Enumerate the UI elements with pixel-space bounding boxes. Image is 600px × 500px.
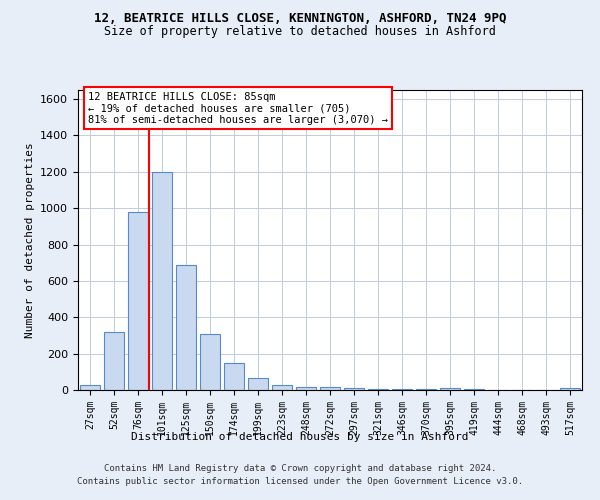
Bar (392, 389, 412, 390)
Bar (128, 212, 148, 390)
Y-axis label: Number of detached properties: Number of detached properties (25, 142, 35, 338)
Bar (320, 388, 340, 390)
Bar (440, 388, 460, 390)
Bar (224, 362, 244, 390)
Bar (560, 388, 580, 390)
Bar (368, 388, 388, 390)
Text: Contains HM Land Registry data © Crown copyright and database right 2024.: Contains HM Land Registry data © Crown c… (104, 464, 496, 473)
Text: Size of property relative to detached houses in Ashford: Size of property relative to detached ho… (104, 25, 496, 38)
Bar (296, 386, 316, 390)
Text: 12 BEATRICE HILLS CLOSE: 85sqm
← 19% of detached houses are smaller (705)
81% of: 12 BEATRICE HILLS CLOSE: 85sqm ← 19% of … (88, 92, 388, 124)
Text: Distribution of detached houses by size in Ashford: Distribution of detached houses by size … (131, 432, 469, 442)
Bar (152, 172, 172, 390)
Bar (248, 378, 268, 390)
Bar (176, 264, 196, 390)
Bar (104, 332, 124, 390)
Bar (344, 388, 364, 390)
Bar (272, 386, 292, 390)
Text: Contains public sector information licensed under the Open Government Licence v3: Contains public sector information licen… (77, 478, 523, 486)
Bar (80, 386, 100, 390)
Bar (200, 334, 220, 390)
Text: 12, BEATRICE HILLS CLOSE, KENNINGTON, ASHFORD, TN24 9PQ: 12, BEATRICE HILLS CLOSE, KENNINGTON, AS… (94, 12, 506, 26)
